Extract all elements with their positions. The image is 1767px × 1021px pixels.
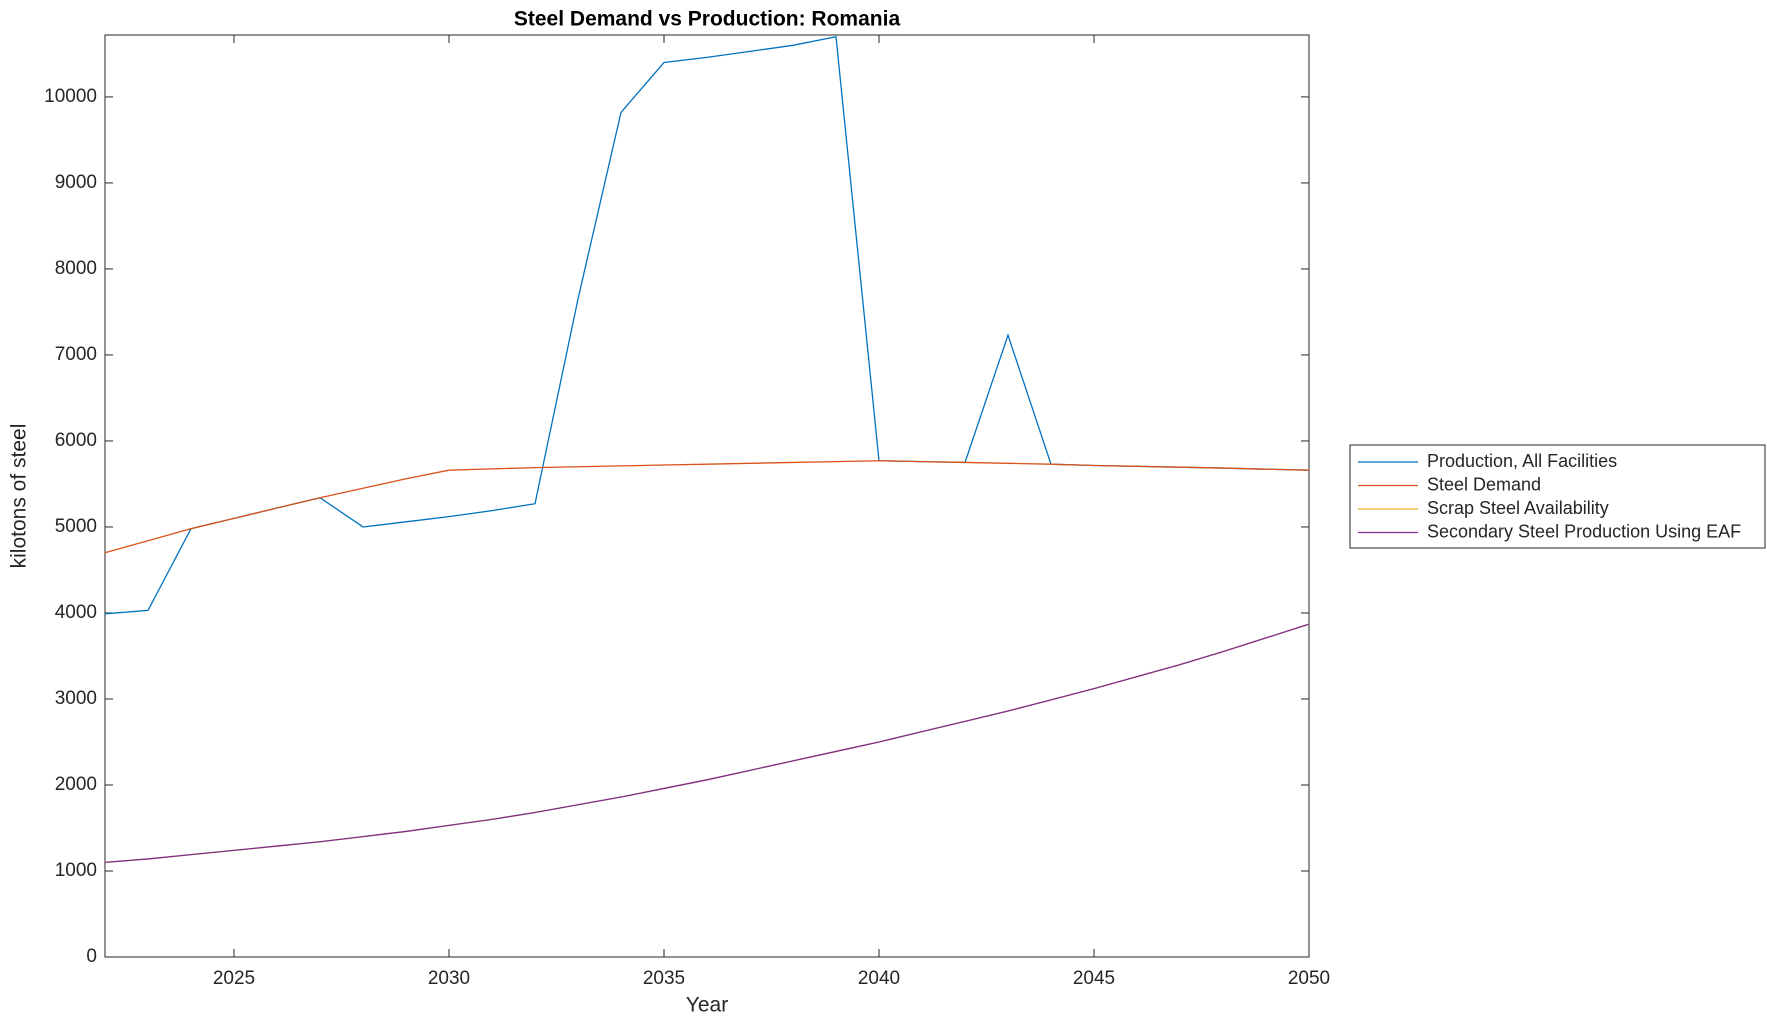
x-tick-label: 2035: [643, 968, 685, 989]
x-tick-label: 2030: [428, 968, 470, 989]
chart-title: Steel Demand vs Production: Romania: [514, 8, 901, 31]
plot-area: [104, 34, 1310, 958]
y-tick-label: 0: [86, 946, 97, 967]
y-tick-label: 8000: [55, 258, 97, 279]
y-tick-label: 3000: [55, 688, 97, 709]
legend-label: Secondary Steel Production Using EAF: [1427, 521, 1741, 541]
legend-label: Steel Demand: [1427, 474, 1541, 494]
y-tick-label: 5000: [55, 516, 97, 537]
y-tick-label: 9000: [55, 172, 97, 193]
y-tick-label: 4000: [55, 602, 97, 623]
legend-box: [1349, 444, 1766, 549]
y-tick-label: 6000: [55, 430, 97, 451]
legend-label: Scrap Steel Availability: [1427, 498, 1609, 518]
legend-label: Production, All Facilities: [1427, 451, 1617, 471]
y-tick-label: 10000: [44, 86, 97, 107]
x-tick-label: 2045: [1073, 968, 1115, 989]
series-line: [104, 460, 1310, 554]
x-tick-label: 2040: [858, 968, 900, 989]
x-tick-label: 2025: [213, 968, 255, 989]
x-axis-label: Year: [686, 994, 728, 1017]
y-axis-label: kilotons of steel: [8, 424, 31, 569]
y-tick-label: 2000: [55, 774, 97, 795]
y-tick-label: 7000: [55, 344, 97, 365]
x-tick-label: 2050: [1288, 968, 1330, 989]
y-tick-label: 1000: [55, 860, 97, 881]
series-line: [104, 623, 1310, 864]
